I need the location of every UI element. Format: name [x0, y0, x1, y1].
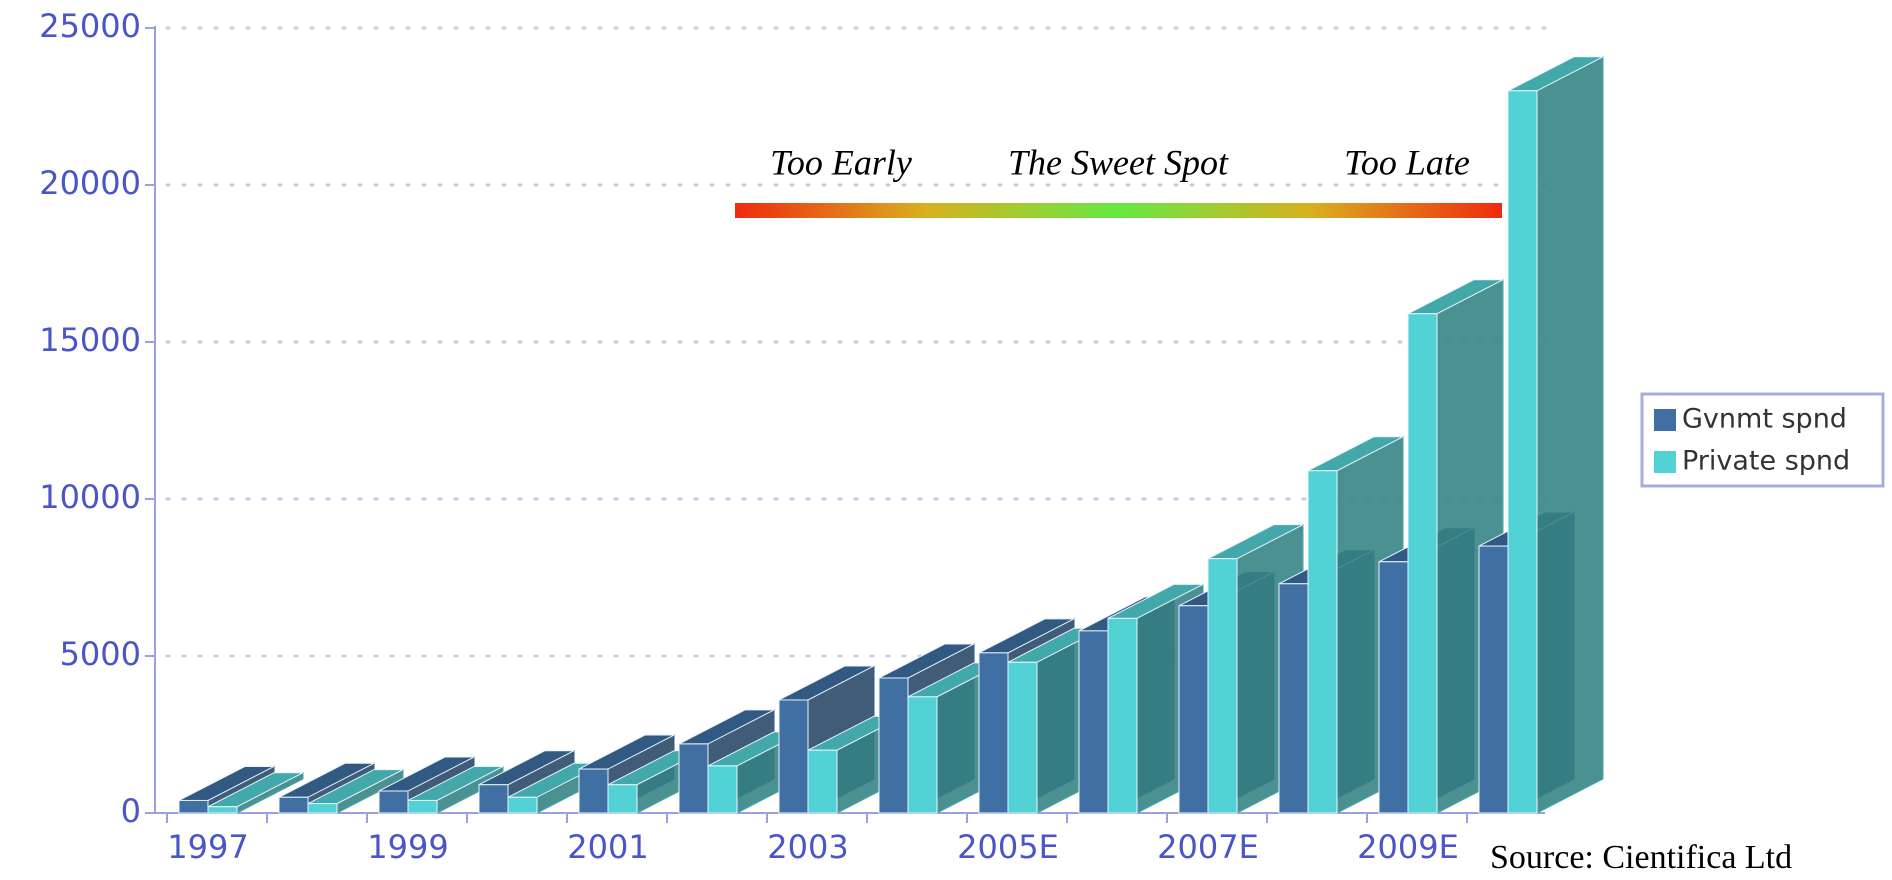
bar: [407, 799, 438, 814]
x-tick-label: 2003: [767, 828, 848, 866]
y-tick-label: 25000: [39, 7, 141, 45]
bar: [607, 784, 638, 814]
legend-label: Private spnd: [1682, 446, 1850, 477]
plot: 0 5000 10000 15000 20000 25000 1997 1999 2001 200…: [39, 7, 1604, 866]
bar: [907, 696, 938, 814]
legend-box: [1640, 392, 1885, 488]
bar: [1378, 561, 1409, 814]
bar: [207, 806, 238, 814]
bar: [678, 743, 709, 814]
bar: [1307, 470, 1338, 814]
bar: [1407, 313, 1438, 814]
bar: [707, 765, 738, 814]
bar: [807, 749, 838, 814]
bar-side: [1536, 55, 1604, 814]
y-tick-label: 15000: [39, 321, 141, 359]
bar: [878, 677, 909, 814]
bar: [478, 784, 509, 814]
bar: [1078, 630, 1109, 814]
y-tick-label: 0: [121, 792, 141, 830]
bar: [307, 803, 338, 814]
legend: Gvnmt spnd Private spnd: [1640, 392, 1885, 488]
x-tick-label: 2009E: [1357, 828, 1459, 866]
sweet-spot-bar: [735, 203, 1502, 218]
bar: [507, 796, 538, 814]
bar: [1178, 605, 1209, 814]
y-tick-label: 20000: [39, 164, 141, 202]
bar: [1007, 661, 1038, 814]
bar: [1507, 90, 1538, 814]
legend-swatch: [1654, 409, 1676, 431]
bar: [1278, 583, 1309, 814]
legend-swatch: [1654, 451, 1676, 473]
bar: [278, 796, 309, 814]
source: Source: Cientifica Ltd: [1490, 839, 1792, 876]
x-tick-label: 2005E: [957, 828, 1059, 866]
bar: [978, 652, 1009, 814]
y-tick-label: 10000: [39, 478, 141, 516]
x-tick-label: 1997: [167, 828, 248, 866]
legend-label: Gvnmt spnd: [1682, 404, 1847, 435]
x-tick-label: 2007E: [1157, 828, 1259, 866]
annotation: The Sweet Spot: [1008, 142, 1229, 182]
bar: [378, 790, 409, 814]
annotation: Too Early: [770, 142, 912, 182]
bar: [578, 768, 609, 814]
bar: [778, 699, 809, 814]
bar: [1478, 545, 1509, 814]
x-tick-label: 2001: [567, 828, 648, 866]
bar: [178, 799, 209, 814]
y-tick-label: 5000: [60, 635, 141, 673]
bar: [1107, 617, 1138, 814]
x-tick-label: 1999: [367, 828, 448, 866]
bar: [1207, 558, 1238, 814]
annotation: Too Late: [1344, 142, 1470, 182]
